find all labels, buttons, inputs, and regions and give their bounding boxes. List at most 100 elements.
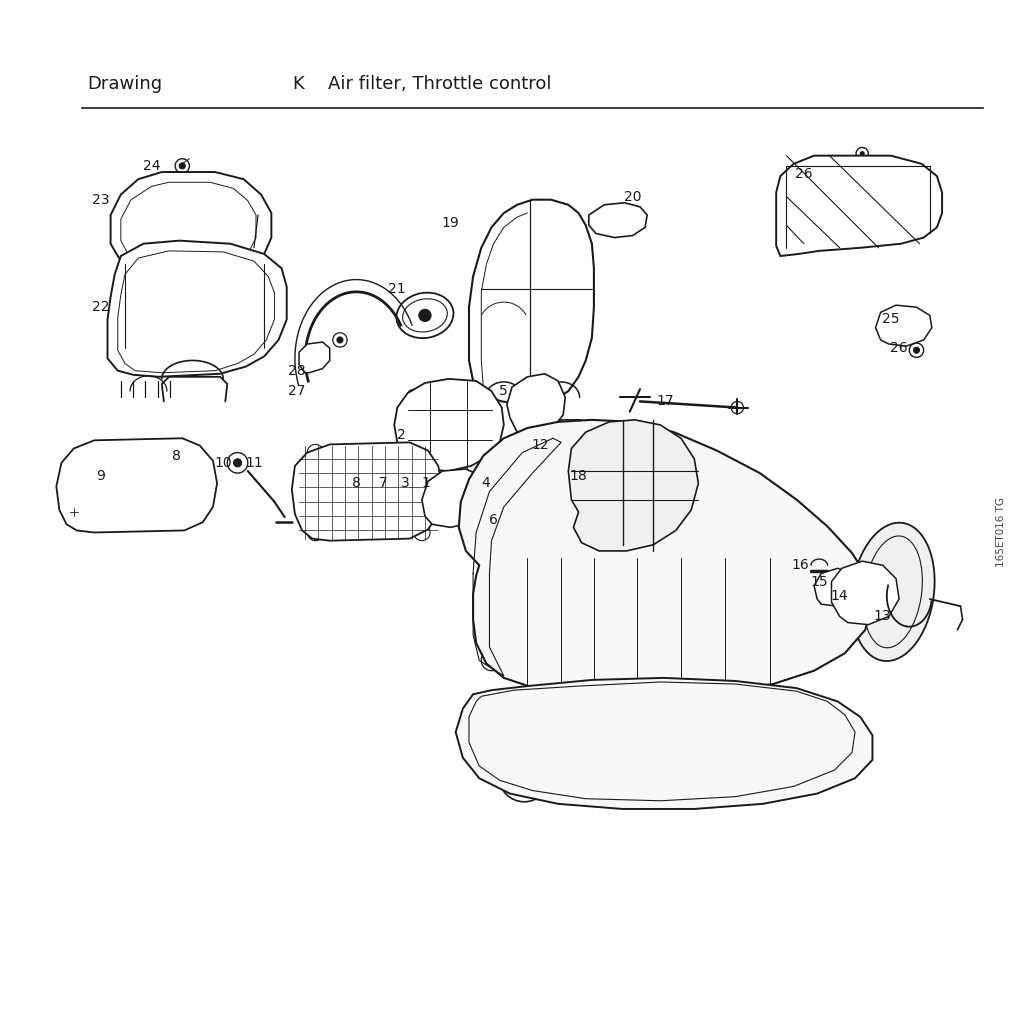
- Circle shape: [829, 578, 846, 594]
- Circle shape: [502, 527, 512, 538]
- Text: 13: 13: [873, 609, 892, 624]
- Circle shape: [407, 444, 423, 461]
- Circle shape: [231, 281, 244, 293]
- Circle shape: [65, 503, 83, 521]
- Circle shape: [496, 521, 518, 544]
- Ellipse shape: [396, 293, 454, 338]
- Circle shape: [233, 311, 242, 319]
- Text: 4: 4: [481, 476, 489, 490]
- Circle shape: [475, 389, 492, 406]
- Text: 5: 5: [500, 384, 508, 398]
- Circle shape: [578, 465, 614, 502]
- Circle shape: [414, 444, 430, 461]
- Ellipse shape: [629, 476, 637, 497]
- Ellipse shape: [402, 299, 447, 332]
- Text: 25: 25: [882, 312, 900, 327]
- Circle shape: [228, 306, 247, 325]
- Polygon shape: [299, 342, 330, 373]
- Polygon shape: [555, 435, 640, 530]
- Text: 22: 22: [91, 300, 110, 314]
- Circle shape: [502, 484, 532, 515]
- Circle shape: [126, 479, 134, 487]
- Circle shape: [80, 514, 88, 522]
- Text: 1: 1: [422, 476, 430, 490]
- Polygon shape: [814, 568, 858, 606]
- Circle shape: [414, 524, 430, 541]
- Circle shape: [157, 462, 165, 470]
- Polygon shape: [831, 561, 899, 625]
- Circle shape: [307, 524, 324, 541]
- Circle shape: [175, 159, 189, 173]
- Text: 165ET016 TG: 165ET016 TG: [996, 498, 1007, 567]
- Circle shape: [684, 768, 709, 793]
- Text: 16: 16: [792, 558, 810, 572]
- Circle shape: [141, 497, 150, 505]
- Text: 27: 27: [288, 384, 306, 398]
- Circle shape: [853, 580, 878, 604]
- Polygon shape: [292, 442, 442, 541]
- Text: 11: 11: [245, 456, 263, 470]
- Circle shape: [419, 309, 431, 322]
- Ellipse shape: [653, 476, 662, 497]
- Circle shape: [172, 497, 180, 505]
- Text: 15: 15: [810, 574, 828, 589]
- Text: 7: 7: [379, 476, 387, 490]
- Circle shape: [95, 514, 103, 522]
- Circle shape: [731, 401, 743, 414]
- Circle shape: [492, 315, 516, 340]
- Circle shape: [228, 202, 239, 212]
- Circle shape: [111, 514, 119, 522]
- Circle shape: [307, 444, 324, 461]
- Circle shape: [80, 462, 88, 470]
- Ellipse shape: [851, 522, 935, 662]
- Text: 26: 26: [795, 167, 813, 181]
- Circle shape: [80, 497, 88, 505]
- Circle shape: [233, 459, 242, 467]
- Circle shape: [475, 444, 492, 461]
- Text: 28: 28: [288, 364, 306, 378]
- Circle shape: [70, 508, 78, 516]
- Circle shape: [541, 307, 582, 348]
- Polygon shape: [422, 469, 489, 527]
- Text: 9: 9: [96, 469, 104, 483]
- Polygon shape: [469, 200, 594, 403]
- Polygon shape: [111, 172, 271, 271]
- Polygon shape: [876, 305, 932, 346]
- Circle shape: [226, 220, 241, 234]
- Circle shape: [760, 653, 780, 674]
- Polygon shape: [541, 420, 599, 473]
- Text: 2: 2: [397, 428, 406, 442]
- Circle shape: [141, 479, 150, 487]
- Text: 14: 14: [830, 589, 849, 603]
- Polygon shape: [485, 469, 548, 530]
- Circle shape: [172, 462, 180, 470]
- Ellipse shape: [621, 476, 629, 497]
- Polygon shape: [56, 438, 217, 532]
- Circle shape: [95, 479, 103, 487]
- Circle shape: [895, 315, 915, 336]
- Polygon shape: [459, 420, 872, 696]
- Polygon shape: [394, 379, 504, 471]
- Circle shape: [671, 755, 722, 806]
- Text: 12: 12: [531, 438, 550, 453]
- Circle shape: [439, 482, 470, 513]
- Circle shape: [227, 453, 248, 473]
- Circle shape: [447, 490, 462, 505]
- Text: 19: 19: [441, 216, 460, 230]
- Circle shape: [443, 420, 454, 430]
- Text: 8: 8: [172, 449, 180, 463]
- Circle shape: [835, 179, 886, 230]
- Text: K: K: [292, 75, 303, 93]
- Circle shape: [126, 514, 134, 522]
- Text: 6: 6: [489, 513, 498, 527]
- Ellipse shape: [637, 476, 645, 497]
- Circle shape: [141, 514, 150, 522]
- Circle shape: [111, 497, 119, 505]
- Circle shape: [528, 398, 541, 411]
- Circle shape: [913, 347, 920, 353]
- Circle shape: [172, 479, 180, 487]
- Circle shape: [95, 462, 103, 470]
- Circle shape: [856, 147, 868, 160]
- Text: 18: 18: [569, 469, 588, 483]
- Circle shape: [588, 475, 604, 492]
